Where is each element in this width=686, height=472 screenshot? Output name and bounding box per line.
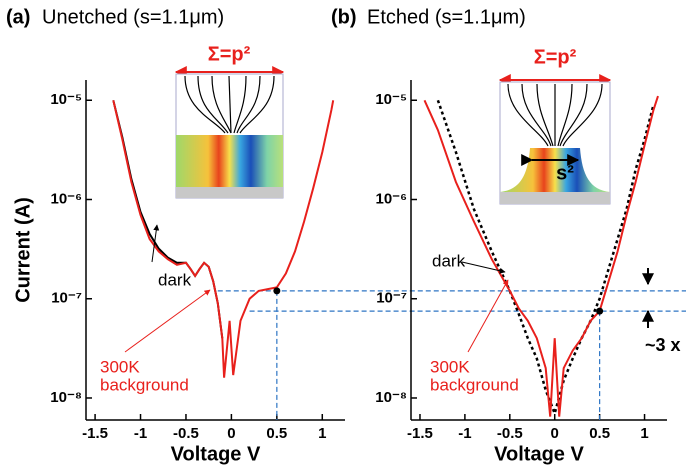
x-tick-label: -0.5	[173, 425, 199, 442]
x-tick-label: -1	[458, 425, 471, 442]
figure: 10⁻⁵ 10⁻⁶ 10⁻⁷ 10⁻⁸ -1.5 -1 -0.5 0 0.5 1 Voltage V…	[0, 0, 686, 472]
x-tick-label: -0.5	[497, 425, 523, 442]
inset-b: s² Σ=p²	[500, 46, 610, 204]
x-tick-label: 0	[551, 425, 559, 442]
y-tick-label: 10⁻⁶	[50, 190, 82, 207]
annotation: 300K	[100, 357, 140, 376]
x-tick-label: 1	[318, 425, 326, 442]
y-tick-label: 10⁻⁸	[375, 389, 407, 406]
panel-label: (a)	[6, 6, 30, 28]
y-tick-label: 10⁻⁵	[375, 91, 407, 108]
inset-label: Σ=p²	[208, 43, 251, 65]
panel-title: Etched (s=1.1μm)	[367, 6, 526, 28]
annotation: dark	[158, 270, 192, 289]
panel-label: (b)	[331, 6, 357, 28]
annotation: background	[430, 375, 519, 394]
marker-point	[273, 287, 280, 294]
annotation: dark	[432, 251, 466, 270]
y-tick-label: 10⁻⁷	[376, 290, 407, 307]
annotation: 300K	[430, 357, 470, 376]
x-axis-title: Voltage V	[171, 443, 261, 465]
marker-point	[596, 308, 603, 315]
annotation: background	[100, 375, 189, 394]
inset-label: Σ=p²	[534, 46, 577, 68]
annotation: ~3 x	[645, 335, 681, 355]
y-tick-label: 10⁻⁸	[50, 389, 82, 406]
x-tick-label: 1	[640, 425, 648, 442]
x-axis-title: Voltage V	[494, 443, 584, 465]
inset-sublabel: s²	[556, 162, 574, 184]
x-tick-label: -1.5	[407, 425, 433, 442]
x-tick-label: 0.5	[266, 425, 287, 442]
x-tick-label: 0.5	[589, 425, 610, 442]
y-tick-label: 10⁻⁷	[51, 290, 82, 307]
inset-a: Σ=p²	[176, 43, 283, 198]
y-axis-title: Current (A)	[12, 197, 34, 303]
annotation-arrow	[125, 290, 210, 352]
x-tick-label: -1.5	[82, 425, 108, 442]
x-tick-label: 0	[227, 425, 235, 442]
y-tick-label: 10⁻⁶	[375, 190, 407, 207]
panel-title: Unetched (s=1.1μm)	[42, 6, 224, 28]
plots: 10⁻⁵ 10⁻⁶ 10⁻⁷ 10⁻⁸ -1.5 -1 -0.5 0 0.5 1 Voltage V…	[6, 6, 686, 465]
y-tick-label: 10⁻⁵	[50, 91, 82, 108]
x-tick-label: -1	[134, 425, 147, 442]
